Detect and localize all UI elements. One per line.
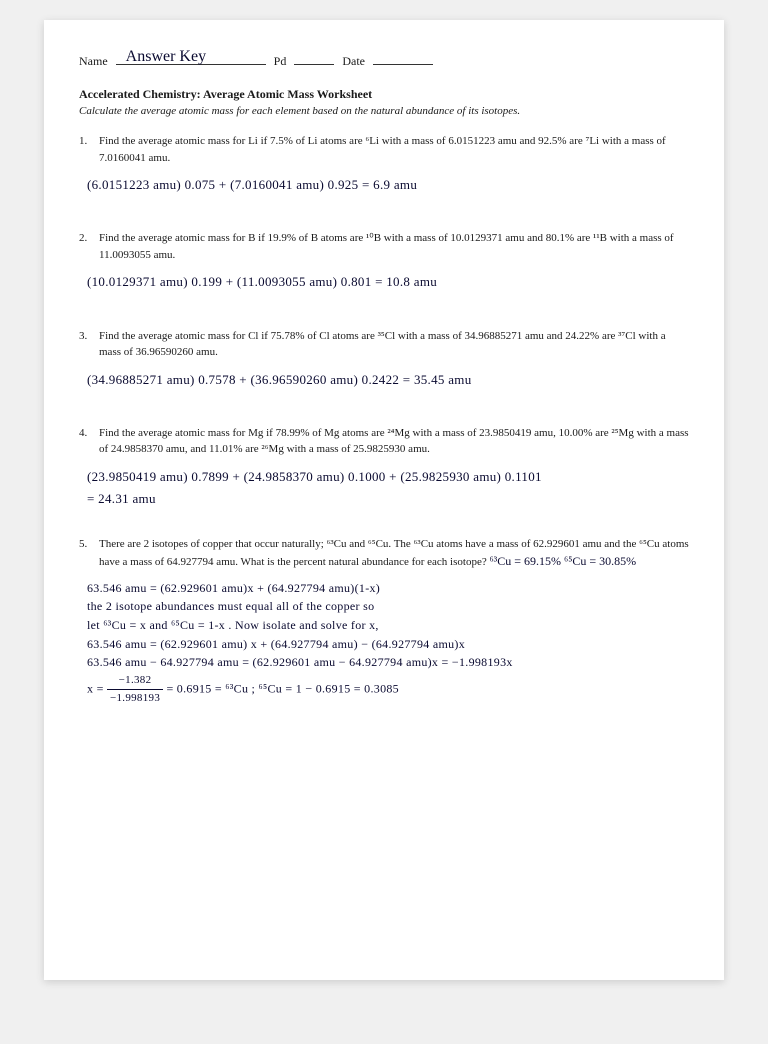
worksheet-page: Name Answer Key Pd Date Accelerated Chem…: [44, 20, 724, 980]
pd-field: [294, 50, 334, 65]
instructions: Calculate the average atomic mass for ea…: [79, 104, 689, 119]
q2-text: Find the average atomic mass for B if 19…: [99, 230, 689, 263]
question-1: 1. Find the average atomic mass for Li i…: [79, 133, 689, 166]
q3-answer: (34.96885271 amu) 0.7578 + (36.96590260 …: [87, 369, 689, 391]
q5-l6-post: = 0.6915 = ⁶³Cu ; ⁶⁵Cu = 1 − 0.6915 = 0.…: [166, 681, 399, 695]
q3-text: Find the average atomic mass for Cl if 7…: [99, 328, 689, 361]
q5-frac-top: −1.382: [107, 672, 163, 690]
q5-line3: let ⁶³Cu = x and ⁶⁵Cu = 1-x . Now isolat…: [87, 616, 689, 635]
q5-l6-pre: x =: [87, 681, 107, 695]
q5-fraction: −1.382 −1.998193: [107, 672, 163, 707]
name-value: Answer Key: [126, 48, 206, 66]
q5-line1: 63.546 amu = (62.929601 amu)x + (64.9277…: [87, 579, 689, 598]
q4-answer: (23.9850419 amu) 0.7899 + (24.9858370 am…: [87, 466, 689, 510]
q5-line5: 63.546 amu − 64.927794 amu = (62.929601 …: [87, 653, 689, 672]
date-label: Date: [342, 54, 365, 69]
q1-text: Find the average atomic mass for Li if 7…: [99, 133, 689, 166]
q1-number: 1.: [79, 133, 93, 166]
q5-line4: 63.546 amu = (62.929601 amu) x + (64.927…: [87, 635, 689, 654]
header-row: Name Answer Key Pd Date: [79, 50, 689, 69]
question-2: 2. Find the average atomic mass for B if…: [79, 230, 689, 263]
q4-number: 4.: [79, 425, 93, 458]
q5-frac-bot: −1.998193: [107, 690, 163, 707]
q3-number: 3.: [79, 328, 93, 361]
name-label: Name: [79, 54, 108, 69]
q2-number: 2.: [79, 230, 93, 263]
question-3: 3. Find the average atomic mass for Cl i…: [79, 328, 689, 361]
question-5: 5. There are 2 isotopes of copper that o…: [79, 536, 689, 571]
q4-answer-line2: = 24.31 amu: [87, 488, 689, 510]
q1-answer: (6.0151223 amu) 0.075 + (7.0160041 amu) …: [87, 174, 689, 196]
q5-line6: x = −1.382 −1.998193 = 0.6915 = ⁶³Cu ; ⁶…: [87, 672, 689, 707]
pd-label: Pd: [274, 54, 287, 69]
q5-line2: the 2 isotope abundances must equal all …: [87, 597, 689, 616]
question-4: 4. Find the average atomic mass for Mg i…: [79, 425, 689, 458]
q5-number: 5.: [79, 536, 93, 571]
q5-work: 63.546 amu = (62.929601 amu)x + (64.9277…: [87, 579, 689, 707]
q4-answer-line1: (23.9850419 amu) 0.7899 + (24.9858370 am…: [87, 466, 689, 488]
q2-answer: (10.0129371 amu) 0.199 + (11.0093055 amu…: [87, 271, 689, 293]
worksheet-title: Accelerated Chemistry: Average Atomic Ma…: [79, 87, 689, 102]
date-field: [373, 50, 433, 65]
q5-inline-answer: ⁶³Cu = 69.15% ⁶⁵Cu = 30.85%: [489, 554, 636, 568]
name-field: Answer Key: [116, 50, 266, 65]
q4-text: Find the average atomic mass for Mg if 7…: [99, 425, 689, 458]
q5-text: There are 2 isotopes of copper that occu…: [99, 536, 689, 571]
